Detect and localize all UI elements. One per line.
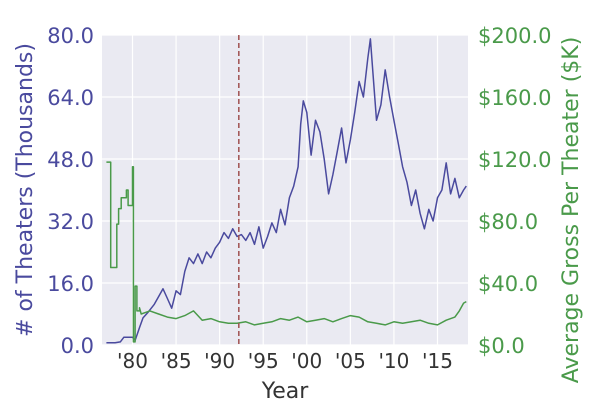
right-y-tick-label: $160.0 <box>478 86 551 110</box>
x-tick-label: '15 <box>422 349 453 373</box>
gross-per-theater-series-line <box>106 161 467 343</box>
x-tick-label: '85 <box>161 349 192 373</box>
right-y-tick-label: $120.0 <box>478 148 551 172</box>
tick-labels: 0.0 16.0 32.0 48.0 64.0 80.0 $0.0 $40.0 $80.0 $12… <box>47 24 551 373</box>
x-axis-label: Year <box>261 379 310 404</box>
left-y-tick-label: 64.0 <box>47 86 94 110</box>
left-y-axis-label: # of Theaters (Thousands) <box>13 43 38 337</box>
right-y-tick-label: $40.0 <box>478 272 538 296</box>
x-tick-label: '80 <box>117 349 148 373</box>
right-y-tick-label: $80.0 <box>478 210 538 234</box>
x-tick-label: '00 <box>291 349 322 373</box>
x-tick-label: '05 <box>335 349 366 373</box>
left-y-tick-label: 48.0 <box>47 148 94 172</box>
series-layer <box>106 35 467 345</box>
x-tick-label: '95 <box>248 349 279 373</box>
x-tick-label: '10 <box>378 349 409 373</box>
left-y-tick-label: 0.0 <box>61 334 94 358</box>
right-y-tick-label: $0.0 <box>478 334 525 358</box>
x-tick-label: '90 <box>204 349 235 373</box>
theaters-series-line <box>106 38 467 344</box>
plot-area <box>102 35 468 345</box>
right-y-axis-label: Average Gross Per Theater ($K) <box>559 37 584 384</box>
right-y-tick-label: $200.0 <box>478 24 551 48</box>
left-y-tick-label: 32.0 <box>47 210 94 234</box>
left-y-tick-label: 80.0 <box>47 24 94 48</box>
left-y-tick-label: 16.0 <box>47 272 94 296</box>
